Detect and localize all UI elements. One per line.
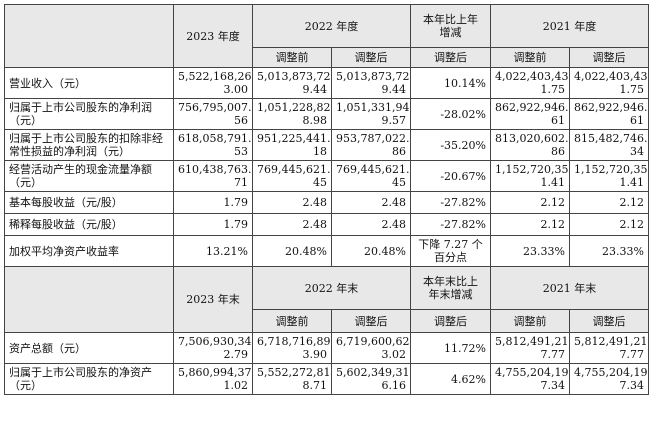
value-change: -35.20%: [410, 129, 491, 161]
value-2021-after: 5,812,491,21 7.77: [569, 332, 649, 364]
value-2022-before: 2.48: [252, 191, 332, 214]
table-row: 归属于上市公司股东的扣除非经常性损益的净利润（元） 618,058,791. 5…: [4, 129, 649, 161]
financial-table-container: 2023 年度 2022 年度 本年比上年 增减 2021 年度 调整前 调整后…: [4, 4, 649, 395]
value-2021-before: 4,022,403,43 1.75: [490, 67, 570, 99]
row-label: 基本每股收益（元/股）: [4, 191, 174, 214]
table-row: 营业收入（元） 5,522,168,26 3.00 5,013,873,72 9…: [4, 67, 649, 99]
subheader-2021-after: 调整后: [569, 309, 649, 333]
value-change: 4.62%: [410, 363, 491, 395]
value-2021-before: 4,755,204,19 7.34: [490, 363, 570, 395]
value-change: 下降 7.27 个 百分点: [410, 235, 491, 267]
header-2021-end: 2021 年末: [490, 266, 649, 310]
subheader-2022-before: 调整前: [252, 47, 332, 68]
value-2022-after: 2.48: [331, 213, 411, 236]
header-change-end: 本年末比上 年末增减: [410, 266, 491, 310]
value-2021-before: 2.12: [490, 191, 570, 214]
value-2022-before: 1,051,228,82 8.98: [252, 98, 332, 130]
value-2022-after: 1,051,331,94 9.57: [331, 98, 411, 130]
value-2021-after: 862,922,946. 61: [569, 98, 649, 130]
value-2023: 1.79: [173, 191, 253, 214]
value-change: -27.82%: [410, 213, 491, 236]
row-label: 归属于上市公司股东的净利润（元）: [4, 98, 174, 130]
value-2022-after: 5,602,349,31 6.16: [331, 363, 411, 395]
header-2022-end: 2022 年末: [252, 266, 411, 310]
value-2023: 756,795,007. 56: [173, 98, 253, 130]
subheader-2021-before: 调整前: [490, 309, 570, 333]
value-change: -27.82%: [410, 191, 491, 214]
value-2022-before: 6,718,716,89 3.90: [252, 332, 332, 364]
value-change: 11.72%: [410, 332, 491, 364]
table-row: 加权平均净资产收益率 13.21% 20.48% 20.48% 下降 7.27 …: [4, 235, 649, 267]
value-2022-after: 769,445,621. 45: [331, 160, 411, 192]
value-2022-after: 5,013,873,72 9.44: [331, 67, 411, 99]
header-change: 本年比上年 增减: [410, 4, 491, 48]
value-2022-before: 2.48: [252, 213, 332, 236]
subheader-2022-after: 调整后: [331, 309, 411, 333]
value-2021-before: 813,020,602. 86: [490, 129, 570, 161]
row-label: 归属于上市公司股东的扣除非经常性损益的净利润（元）: [4, 129, 174, 161]
header-row: 2023 年末 2022 年末 本年末比上 年末增减 2021 年末: [4, 266, 649, 333]
value-2023: 5,860,994,37 1.02: [173, 363, 253, 395]
value-2021-before: 1,152,720,35 1.41: [490, 160, 570, 192]
row-label: 营业收入（元）: [4, 67, 174, 99]
row-label: 归属于上市公司股东的净资产（元）: [4, 363, 174, 395]
header-label-corner: [4, 266, 174, 333]
value-2022-after: 20.48%: [331, 235, 411, 267]
value-2023: 618,058,791. 53: [173, 129, 253, 161]
value-2021-after: 2.12: [569, 191, 649, 214]
key-financial-indicators-table: 2023 年度 2022 年度 本年比上年 增减 2021 年度 调整前 调整后…: [4, 4, 649, 395]
header-label-corner: [4, 4, 174, 68]
value-2021-after: 815,482,746. 34: [569, 129, 649, 161]
value-2021-after: 4,755,204,19 7.34: [569, 363, 649, 395]
table-row: 归属于上市公司股东的净利润（元） 756,795,007. 56 1,051,2…: [4, 98, 649, 130]
value-2023: 5,522,168,26 3.00: [173, 67, 253, 99]
value-2023: 13.21%: [173, 235, 253, 267]
value-2021-after: 1,152,720,35 1.41: [569, 160, 649, 192]
subheader-2021-after: 调整后: [569, 47, 649, 68]
subheader-row: 调整前 调整后 调整后 调整前 调整后: [5, 309, 649, 333]
table-row: 稀释每股收益（元/股） 1.79 2.48 2.48 -27.82% 2.12 …: [4, 213, 649, 236]
value-2021-before: 2.12: [490, 213, 570, 236]
header-2023: 2023 年度: [173, 4, 253, 68]
header-row: 2023 年度 2022 年度 本年比上年 增减 2021 年度: [4, 4, 649, 68]
row-label: 经营活动产生的现金流量净额（元）: [4, 160, 174, 192]
header-2022: 2022 年度: [252, 4, 411, 48]
value-2023: 7,506,930,34 2.79: [173, 332, 253, 364]
value-2021-before: 23.33%: [490, 235, 570, 267]
value-2022-after: 6,719,600,62 3.02: [331, 332, 411, 364]
value-2022-before: 5,552,272,81 8.71: [252, 363, 332, 395]
row-label: 加权平均净资产收益率: [4, 235, 174, 267]
header-2023-end: 2023 年末: [173, 266, 253, 333]
table-row: 基本每股收益（元/股） 1.79 2.48 2.48 -27.82% 2.12 …: [4, 191, 649, 214]
value-2023: 610,438,763. 71: [173, 160, 253, 192]
subheader-row: 调整前 调整后 调整后 调整前 调整后: [5, 47, 649, 68]
subheader-2022-after: 调整后: [331, 47, 411, 68]
header-2021: 2021 年度: [490, 4, 649, 48]
subheader-change-after: 调整后: [410, 309, 491, 333]
subheader-2022-before: 调整前: [252, 309, 332, 333]
table-row: 资产总额（元） 7,506,930,34 2.79 6,718,716,89 3…: [4, 332, 649, 364]
value-2022-before: 5,013,873,72 9.44: [252, 67, 332, 99]
row-label: 稀释每股收益（元/股）: [4, 213, 174, 236]
value-2022-after: 2.48: [331, 191, 411, 214]
row-label: 资产总额（元）: [4, 332, 174, 364]
value-2021-after: 4,022,403,43 1.75: [569, 67, 649, 99]
subheader-change-after: 调整后: [410, 47, 491, 68]
value-2021-before: 5,812,491,21 7.77: [490, 332, 570, 364]
value-change: -28.02%: [410, 98, 491, 130]
value-change: -20.67%: [410, 160, 491, 192]
subheader-2021-before: 调整前: [490, 47, 570, 68]
table-row: 经营活动产生的现金流量净额（元） 610,438,763. 71 769,445…: [4, 160, 649, 192]
value-2022-before: 951,225,441. 18: [252, 129, 332, 161]
value-2023: 1.79: [173, 213, 253, 236]
value-2021-before: 862,922,946. 61: [490, 98, 570, 130]
table-row: 归属于上市公司股东的净资产（元） 5,860,994,37 1.02 5,552…: [4, 363, 649, 395]
value-2021-after: 2.12: [569, 213, 649, 236]
value-change: 10.14%: [410, 67, 491, 99]
value-2022-after: 953,787,022. 86: [331, 129, 411, 161]
value-2022-before: 20.48%: [252, 235, 332, 267]
value-2022-before: 769,445,621. 45: [252, 160, 332, 192]
value-2021-after: 23.33%: [569, 235, 649, 267]
